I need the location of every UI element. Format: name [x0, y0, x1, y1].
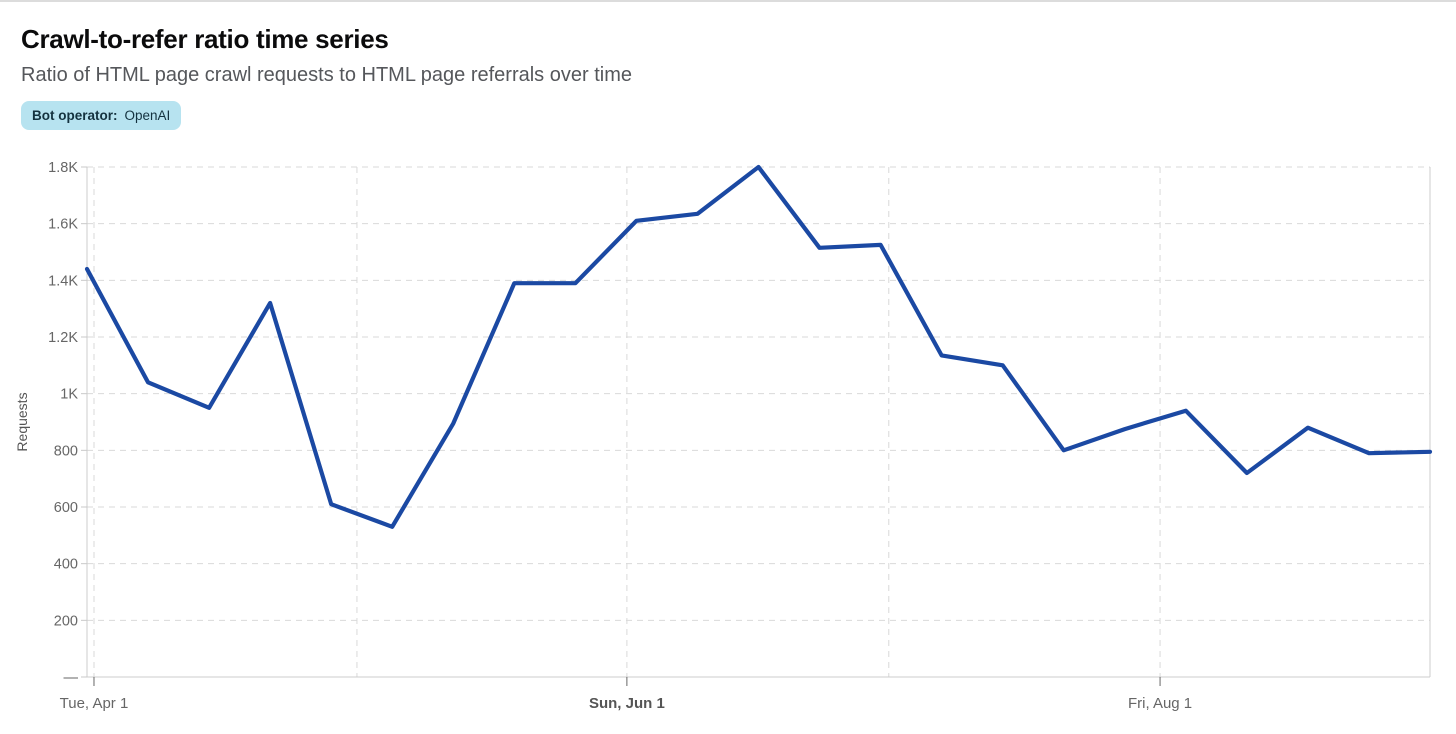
y-tick-label: 200	[54, 613, 78, 629]
requests-time-series-chart: — 200 400 600 800 1K 1.2K 1.4K 1.6K 1.8K Tue, Apr …	[14, 160, 1433, 712]
x-tick-label: Sun, Jun 1	[589, 695, 665, 712]
bot-operator-filter-badge[interactable]: Bot operator: OpenAI	[21, 101, 182, 130]
page-top-divider	[0, 0, 1456, 2]
y-tick-label: —	[64, 670, 79, 686]
y-tick-label: 800	[54, 443, 78, 459]
x-tick-label: Tue, Apr 1	[60, 695, 129, 712]
page-title: Crawl-to-refer ratio time series	[21, 24, 389, 54]
y-tick-label: 1.4K	[48, 273, 78, 289]
y-tick-label: 1.2K	[48, 330, 78, 346]
y-tick-label: 400	[54, 557, 78, 573]
y-tick-label: 1.8K	[48, 160, 78, 176]
series-line-requests	[84, 164, 1433, 529]
page-subtitle: Ratio of HTML page crawl requests to HTM…	[21, 64, 632, 86]
y-tick-label: 1K	[60, 387, 78, 403]
y-tick-label: 600	[54, 500, 78, 516]
badge-value: OpenAI	[124, 108, 171, 123]
y-axis-title: Requests	[14, 392, 30, 451]
badge-label: Bot operator:	[32, 108, 118, 123]
x-tick-label: Fri, Aug 1	[1128, 695, 1192, 712]
y-tick-label: 1.6K	[48, 217, 78, 233]
